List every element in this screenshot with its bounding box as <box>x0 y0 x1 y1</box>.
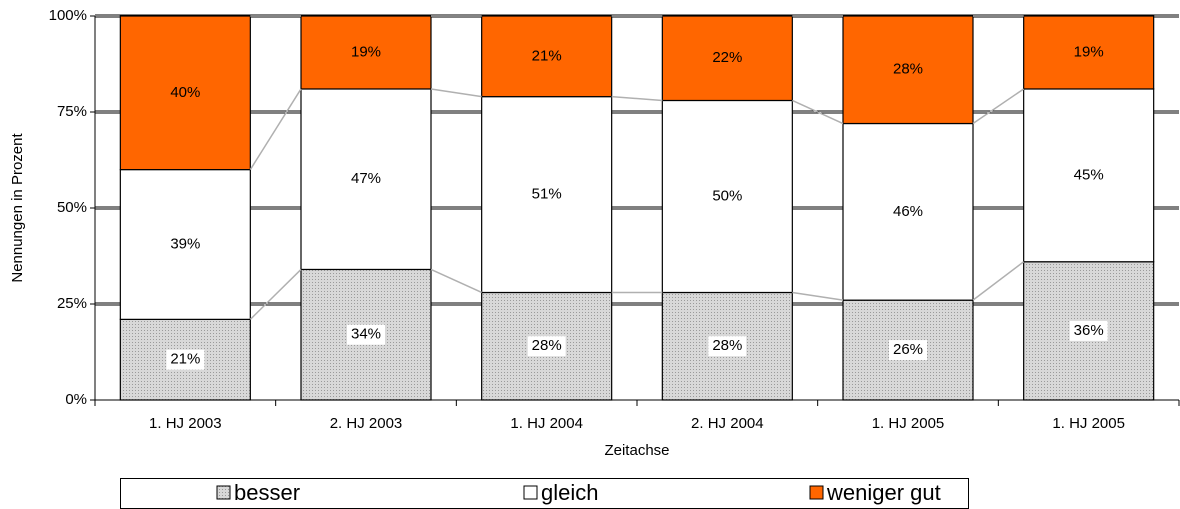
y-tick-label: 25% <box>57 295 87 312</box>
data-label: 21% <box>532 47 562 64</box>
data-label: 26% <box>893 341 923 358</box>
label-bg <box>708 336 747 357</box>
legend-box <box>120 478 969 509</box>
legend-swatch <box>809 485 824 500</box>
bar-segment <box>119 318 251 401</box>
bar-segment <box>661 15 793 102</box>
x-tick-label: 1. HJ 2003 <box>149 415 222 432</box>
series-connector <box>792 291 844 301</box>
label-bg <box>166 349 205 370</box>
data-label: 28% <box>532 337 562 354</box>
series-connector <box>430 268 482 294</box>
legend-label: besser <box>234 480 300 505</box>
series-connector <box>430 88 482 98</box>
data-label: 47% <box>351 170 381 187</box>
x-tick-label: 1. HJ 2005 <box>872 415 945 432</box>
series-connector <box>249 88 302 170</box>
y-tick-label: 50% <box>57 199 87 216</box>
bar-segment <box>1023 15 1155 90</box>
data-label: 46% <box>893 203 923 220</box>
series-connector <box>972 261 1025 301</box>
data-label: 28% <box>893 61 923 78</box>
data-label: 50% <box>712 187 742 204</box>
label-bg <box>527 336 566 357</box>
legend-swatch <box>216 485 231 500</box>
series-connector <box>792 99 844 125</box>
x-axis-title: Zeitachse <box>604 442 669 459</box>
y-axis-title: Nennungen in Prozent <box>9 133 26 283</box>
series-connector <box>611 95 663 102</box>
data-label: 19% <box>351 43 381 60</box>
legend-label: weniger gut <box>826 480 941 505</box>
y-tick-label: 100% <box>49 7 87 24</box>
data-label: 36% <box>1074 322 1104 339</box>
data-label: 34% <box>351 326 381 343</box>
data-label: 40% <box>170 84 200 101</box>
bar-segment <box>842 15 974 125</box>
data-label: 45% <box>1074 166 1104 183</box>
x-tick-label: 2. HJ 2004 <box>691 415 764 432</box>
label-bg <box>1069 320 1108 341</box>
bar-segment <box>661 99 793 294</box>
x-tick-label: 1. HJ 2005 <box>1052 415 1125 432</box>
data-label: 28% <box>712 337 742 354</box>
y-tick-label: 75% <box>57 103 87 120</box>
data-label: 39% <box>170 235 200 252</box>
data-label: 51% <box>532 186 562 203</box>
bar-segment <box>481 96 613 294</box>
data-label: 22% <box>712 49 742 66</box>
bar-segment <box>481 15 613 98</box>
legend-label: gleich <box>541 480 598 505</box>
y-tick-label: 0% <box>65 391 87 408</box>
series-connector <box>249 268 302 320</box>
x-tick-label: 1. HJ 2004 <box>510 415 583 432</box>
legend-swatch <box>523 485 538 500</box>
x-tick-label: 2. HJ 2003 <box>330 415 403 432</box>
data-label: 21% <box>170 351 200 368</box>
label-bg <box>889 340 927 361</box>
bar-segment <box>300 15 432 90</box>
bar-segment <box>119 15 251 171</box>
bar-segment <box>300 88 432 271</box>
series-connector <box>972 88 1025 125</box>
bar-segment <box>119 169 251 320</box>
label-bg <box>347 324 385 345</box>
data-label: 19% <box>1074 43 1104 60</box>
